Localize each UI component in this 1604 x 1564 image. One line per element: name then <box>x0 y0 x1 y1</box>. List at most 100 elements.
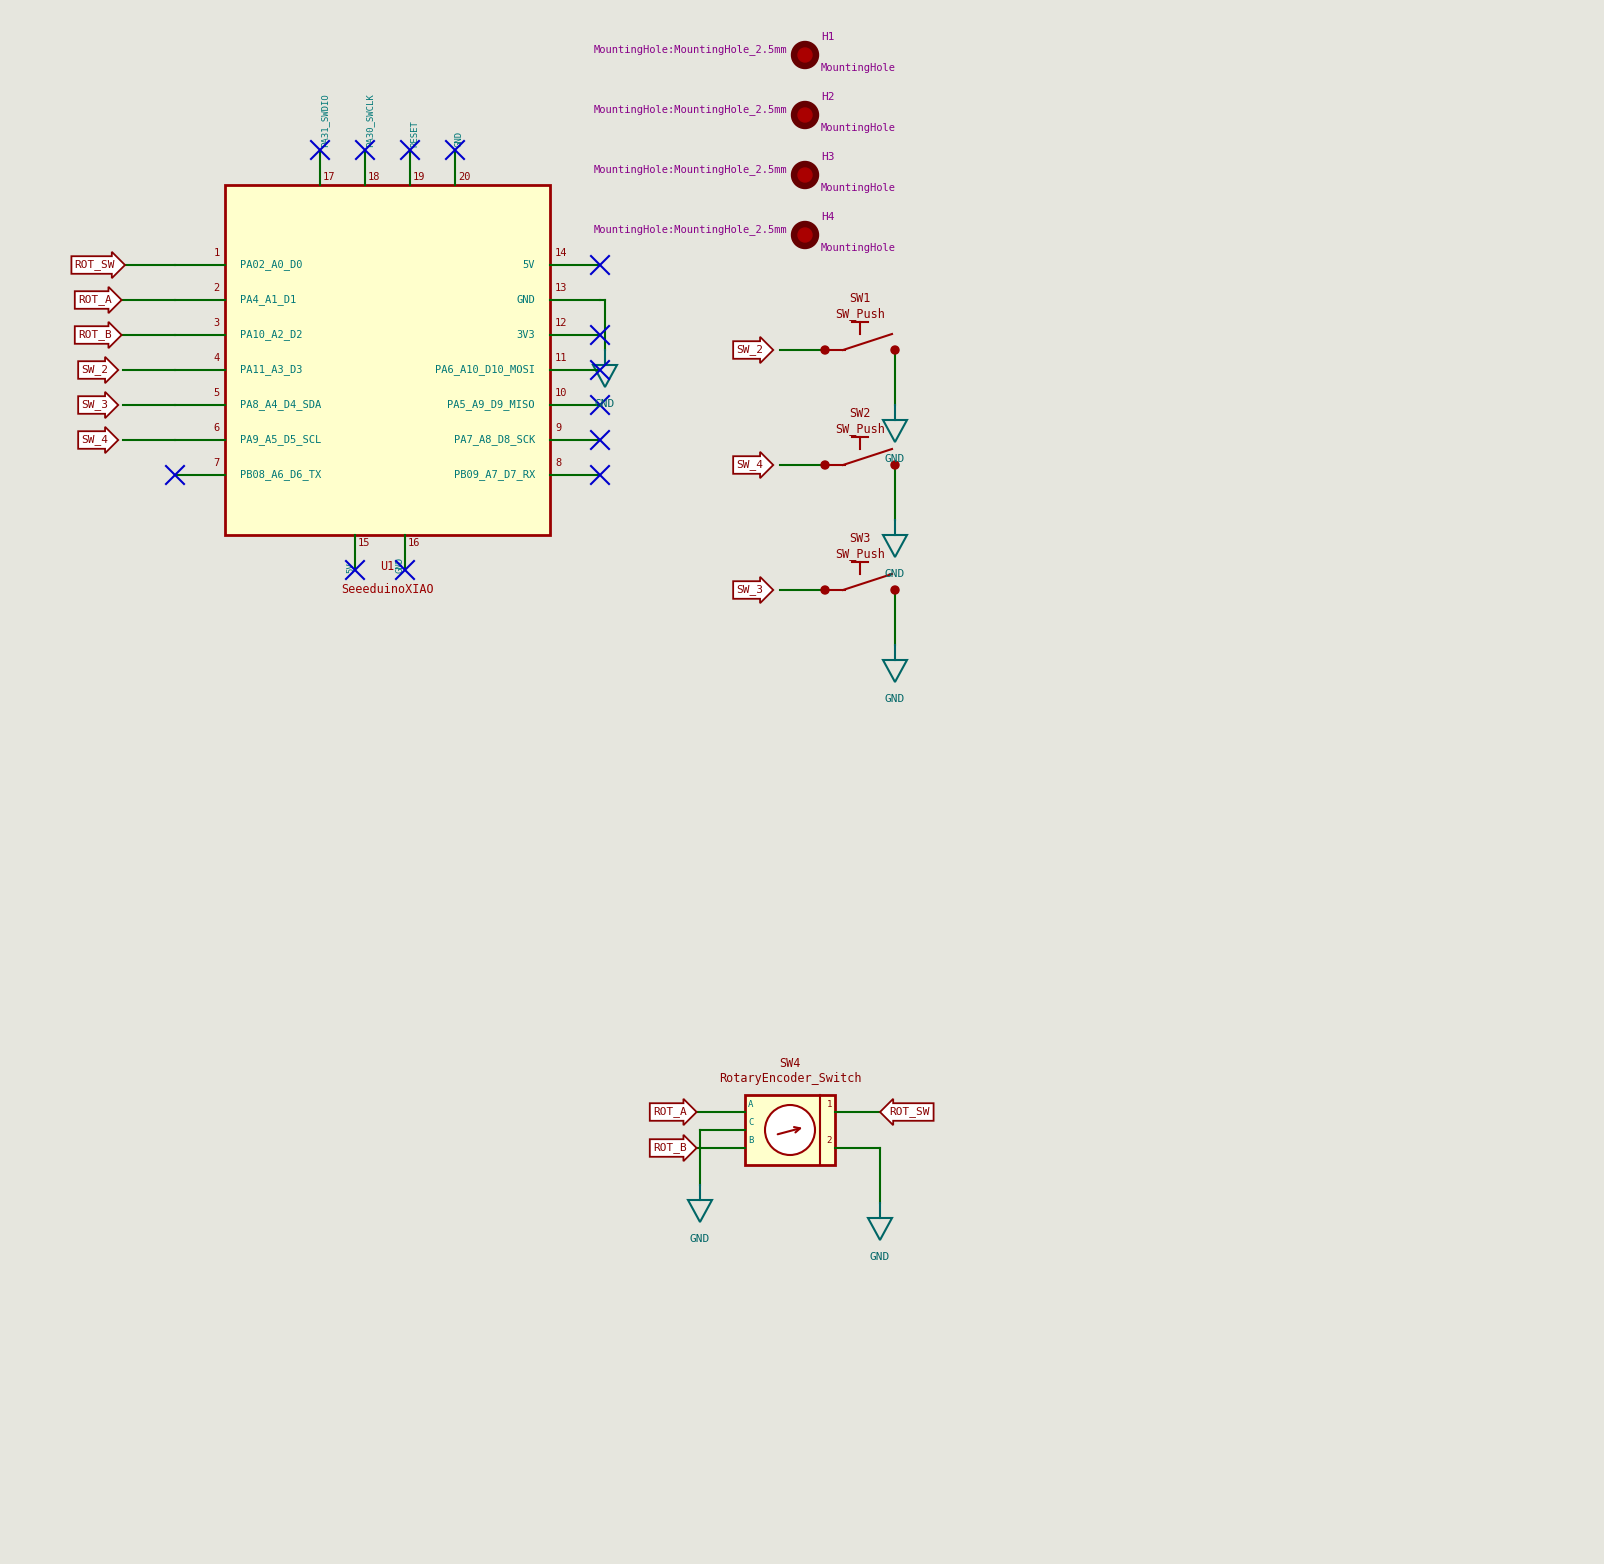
Text: ROT_A: ROT_A <box>653 1107 687 1117</box>
Text: RESET: RESET <box>411 120 419 147</box>
FancyBboxPatch shape <box>744 1095 836 1165</box>
Text: 4: 4 <box>213 353 220 363</box>
Text: MountingHole: MountingHole <box>821 124 897 133</box>
Text: 1: 1 <box>213 249 220 258</box>
Text: MountingHole:MountingHole_2.5mm: MountingHole:MountingHole_2.5mm <box>593 164 788 175</box>
Text: 14: 14 <box>555 249 568 258</box>
Text: 18: 18 <box>367 172 380 181</box>
Text: PA30_SWCLK: PA30_SWCLK <box>366 94 374 147</box>
Text: SW1: SW1 <box>849 292 871 305</box>
Text: MountingHole:MountingHole_2.5mm: MountingHole:MountingHole_2.5mm <box>593 225 788 236</box>
Text: PA9_A5_D5_SCL: PA9_A5_D5_SCL <box>241 435 321 446</box>
Text: MountingHole:MountingHole_2.5mm: MountingHole:MountingHole_2.5mm <box>593 44 788 55</box>
Text: GND: GND <box>456 131 464 147</box>
Text: 8: 8 <box>555 458 561 468</box>
Text: PA7_A8_D8_SCK: PA7_A8_D8_SCK <box>454 435 536 446</box>
Text: 17: 17 <box>322 172 335 181</box>
Text: SeeeduinoXIAO: SeeeduinoXIAO <box>342 583 433 596</box>
Circle shape <box>799 167 812 181</box>
Text: GND: GND <box>885 569 905 579</box>
Text: MountingHole: MountingHole <box>821 63 897 74</box>
Text: ROT_SW: ROT_SW <box>890 1107 930 1117</box>
Text: ROT_SW: ROT_SW <box>75 260 115 271</box>
Text: SW2: SW2 <box>849 407 871 421</box>
Circle shape <box>821 461 829 469</box>
Text: U1: U1 <box>380 560 395 572</box>
Text: 3V3: 3V3 <box>516 330 536 339</box>
Circle shape <box>799 228 812 242</box>
Text: 11: 11 <box>555 353 568 363</box>
Text: GND: GND <box>690 1234 711 1243</box>
Circle shape <box>890 586 898 594</box>
Text: H1: H1 <box>821 31 834 42</box>
Text: SW_4: SW_4 <box>736 460 764 471</box>
Circle shape <box>765 1106 815 1154</box>
Text: ROT_A: ROT_A <box>79 294 112 305</box>
Text: SW_Push: SW_Push <box>836 307 885 321</box>
Text: GND: GND <box>396 557 404 572</box>
Text: PA11_A3_D3: PA11_A3_D3 <box>241 364 303 375</box>
Text: 5: 5 <box>213 388 220 397</box>
Text: MountingHole: MountingHole <box>821 242 897 253</box>
Text: MountingHole:MountingHole_2.5mm: MountingHole:MountingHole_2.5mm <box>593 105 788 116</box>
Text: 7: 7 <box>213 458 220 468</box>
FancyBboxPatch shape <box>225 185 550 535</box>
Text: 20: 20 <box>459 172 470 181</box>
Text: 16: 16 <box>407 538 420 547</box>
Circle shape <box>799 48 812 63</box>
Circle shape <box>821 346 829 353</box>
Text: H2: H2 <box>821 92 834 102</box>
Text: 2: 2 <box>213 283 220 292</box>
Circle shape <box>890 346 898 353</box>
Text: 1: 1 <box>826 1099 832 1109</box>
Text: H3: H3 <box>821 152 834 163</box>
Text: PA5_A9_D9_MISO: PA5_A9_D9_MISO <box>448 399 536 410</box>
Text: 13: 13 <box>555 283 568 292</box>
Circle shape <box>890 461 898 469</box>
Circle shape <box>821 586 829 594</box>
Text: PB09_A7_D7_RX: PB09_A7_D7_RX <box>454 469 536 480</box>
Text: GND: GND <box>595 399 614 410</box>
Text: SW_2: SW_2 <box>82 364 109 375</box>
Text: GND: GND <box>516 296 536 305</box>
Text: 15: 15 <box>358 538 371 547</box>
Text: SW_Push: SW_Push <box>836 547 885 560</box>
Text: MountingHole: MountingHole <box>821 183 897 192</box>
Text: SW4: SW4 <box>780 1057 800 1070</box>
Text: 5V: 5V <box>523 260 536 271</box>
Text: SW_3: SW_3 <box>82 399 109 410</box>
Text: PA4_A1_D1: PA4_A1_D1 <box>241 294 297 305</box>
Text: PA6_A10_D10_MOSI: PA6_A10_D10_MOSI <box>435 364 536 375</box>
Text: PB08_A6_D6_TX: PB08_A6_D6_TX <box>241 469 321 480</box>
Text: H4: H4 <box>821 213 834 222</box>
Text: SW3: SW3 <box>849 532 871 544</box>
Circle shape <box>799 108 812 122</box>
Text: 12: 12 <box>555 317 568 328</box>
Text: SW_Push: SW_Push <box>836 422 885 435</box>
Text: B: B <box>747 1135 754 1145</box>
Text: RotaryEncoder_Switch: RotaryEncoder_Switch <box>719 1071 861 1085</box>
Text: 19: 19 <box>412 172 425 181</box>
Text: PA02_A0_D0: PA02_A0_D0 <box>241 260 303 271</box>
Text: SW_2: SW_2 <box>736 344 764 355</box>
Text: 10: 10 <box>555 388 568 397</box>
Circle shape <box>791 161 818 189</box>
Text: GND: GND <box>869 1253 890 1262</box>
Text: C: C <box>747 1118 754 1128</box>
Text: GND: GND <box>885 694 905 704</box>
Text: SW_3: SW_3 <box>736 585 764 596</box>
Text: ROT_B: ROT_B <box>79 330 112 341</box>
Circle shape <box>791 102 818 128</box>
Circle shape <box>791 222 818 249</box>
Text: 3: 3 <box>213 317 220 328</box>
Text: PA10_A2_D2: PA10_A2_D2 <box>241 330 303 341</box>
Text: PA31_SWDIO: PA31_SWDIO <box>321 94 329 147</box>
Circle shape <box>791 42 818 69</box>
Text: GND: GND <box>885 454 905 465</box>
Text: PA8_A4_D4_SDA: PA8_A4_D4_SDA <box>241 399 321 410</box>
Text: 5V: 5V <box>346 561 354 572</box>
Text: SW_4: SW_4 <box>82 435 109 446</box>
Text: ROT_B: ROT_B <box>653 1143 687 1154</box>
Text: A: A <box>747 1099 754 1109</box>
Text: 2: 2 <box>826 1135 832 1145</box>
